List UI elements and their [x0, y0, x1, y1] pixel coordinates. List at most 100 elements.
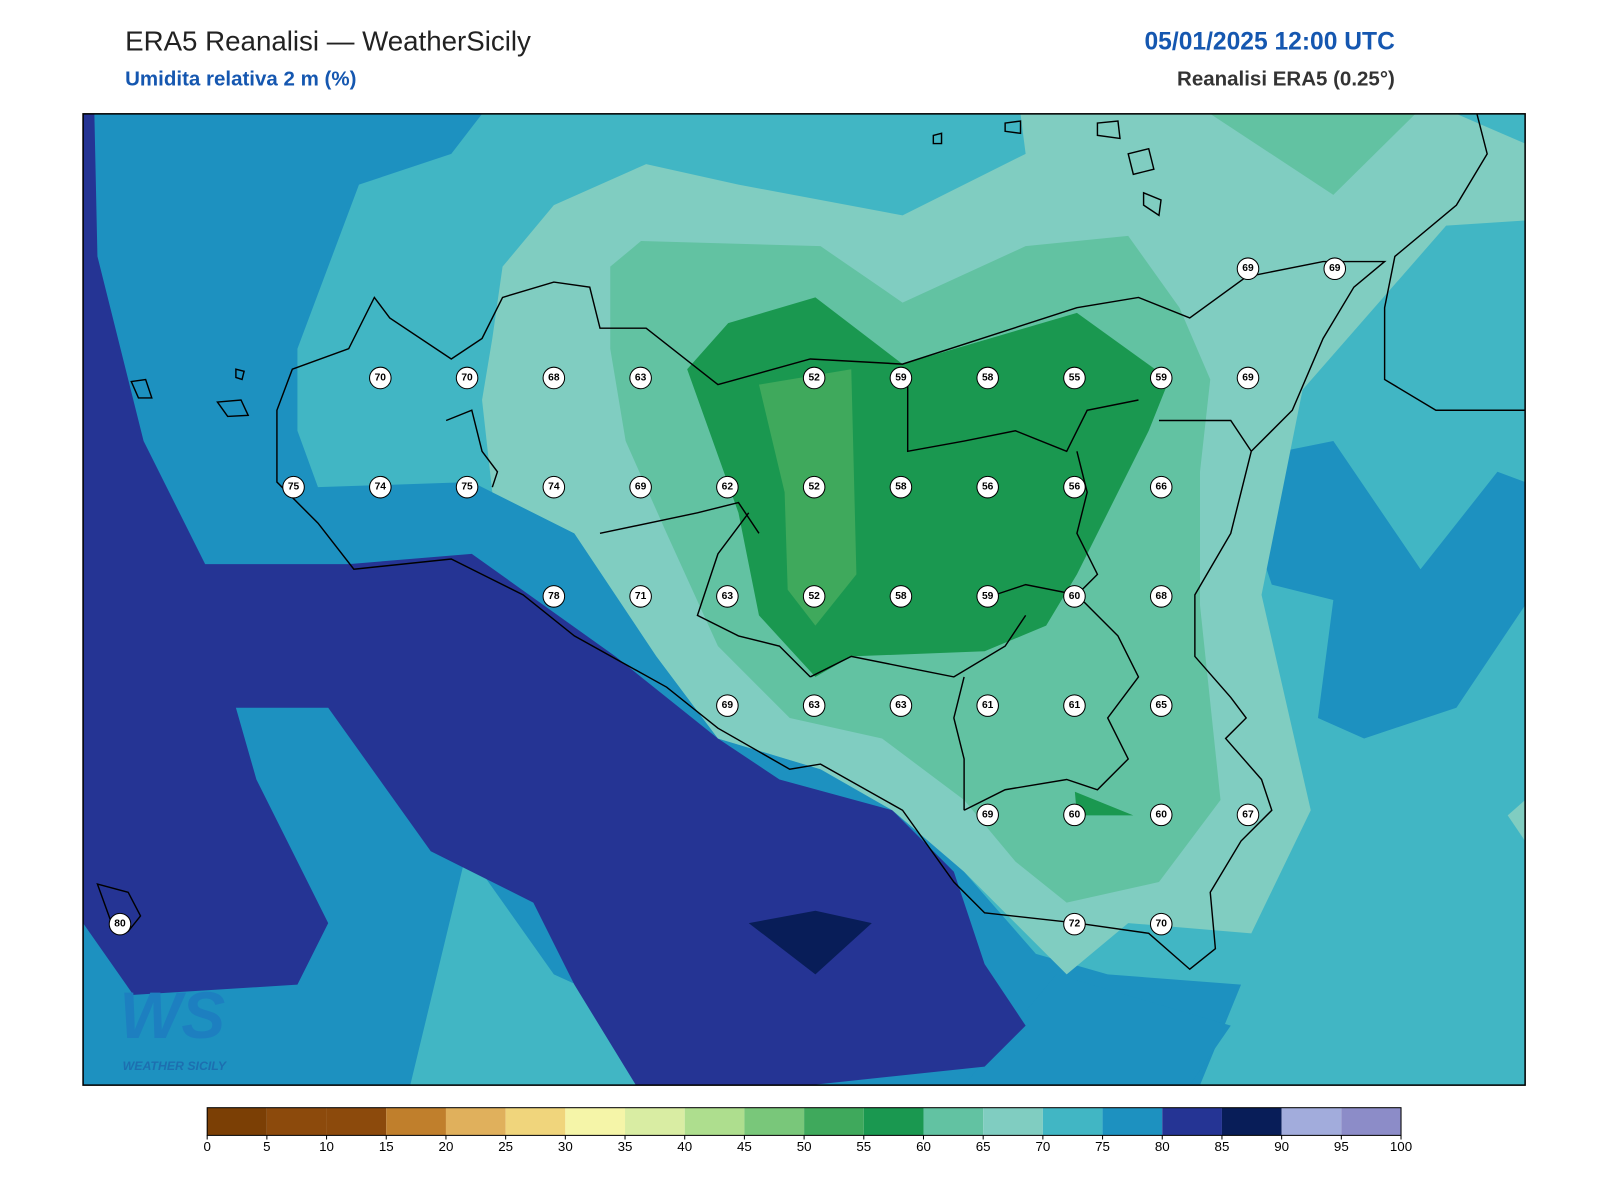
colorbar-segment — [684, 1107, 745, 1136]
station-value: 74 — [548, 482, 560, 493]
station-marker — [976, 694, 999, 717]
station-marker — [1063, 912, 1086, 936]
colorbar-tick-label: 95 — [1334, 1139, 1349, 1154]
station-value: 58 — [895, 482, 907, 493]
station-value: 70 — [461, 372, 473, 383]
logo-mark: WS — [119, 979, 225, 1052]
colorbar-tick-label: 20 — [439, 1139, 454, 1154]
datetime: 05/01/2025 12:00 UTC — [1144, 29, 1395, 56]
title: ERA5 Reanalisi — WeatherSicily — [125, 25, 531, 56]
station-marker — [716, 585, 739, 608]
colorbar-segment — [1102, 1107, 1163, 1136]
station-marker — [629, 475, 652, 499]
island — [96, 120, 1162, 933]
station-marker — [1149, 475, 1173, 499]
colorbar-tick-label: 45 — [737, 1139, 752, 1154]
colorbar-segment — [1281, 1107, 1342, 1136]
station-marker — [1063, 585, 1086, 608]
station-marker — [1063, 694, 1086, 717]
station-value: 60 — [1069, 809, 1081, 820]
colorbar-segment — [326, 1107, 387, 1136]
field — [758, 369, 857, 626]
colorbar-tick-label: 100 — [1390, 1139, 1412, 1154]
station-value: 56 — [1069, 482, 1081, 493]
colorbar-tick-label: 75 — [1095, 1139, 1110, 1154]
colorbar-segment — [445, 1107, 506, 1136]
station-value: 58 — [895, 591, 907, 602]
station-value: 59 — [1156, 372, 1168, 383]
station-marker — [1149, 803, 1173, 827]
source: Reanalisi ERA5 (0.25°) — [1177, 67, 1395, 90]
colorbar-segment — [983, 1107, 1043, 1136]
colorbar: 0 5 10 15 20 25 30 35 40 45 50 55 60 65 70 75 80 85 90 95 10… — [203, 1107, 1412, 1154]
station-value: 63 — [895, 700, 907, 711]
station-value: 72 — [1069, 919, 1081, 930]
colorbar-tick-label: 65 — [976, 1139, 991, 1154]
colorbar-tick-label: 70 — [1035, 1139, 1050, 1154]
station-marker — [889, 694, 913, 717]
station-marker — [542, 585, 566, 608]
colorbar-tick-label: 30 — [558, 1139, 573, 1154]
field — [83, 113, 1026, 1086]
station-value: 78 — [548, 591, 560, 602]
station-marker — [1063, 366, 1086, 390]
station-value: 70 — [1156, 919, 1168, 930]
station-marker — [1063, 475, 1086, 499]
field — [748, 910, 872, 975]
station-marker — [802, 475, 826, 499]
colorbar-tick-label: 25 — [498, 1139, 513, 1154]
station-marker — [1236, 803, 1260, 827]
colorbar-segment — [505, 1107, 566, 1136]
station-marker — [1236, 366, 1260, 390]
station-value: 60 — [1069, 591, 1081, 602]
station-value: 61 — [1069, 700, 1081, 711]
coastline — [276, 260, 1387, 971]
field — [1507, 800, 1526, 842]
colorbar-tick-label: 0 — [203, 1139, 210, 1154]
colorbar-segment — [744, 1107, 805, 1136]
station-value: 56 — [982, 482, 994, 493]
colorbar-segment — [1341, 1107, 1402, 1136]
station-marker — [369, 475, 392, 499]
colorbar-segment — [1162, 1107, 1222, 1136]
station-marker — [976, 803, 999, 827]
station-marker — [1149, 912, 1173, 936]
station-marker — [629, 366, 652, 390]
station-value: 59 — [982, 591, 994, 602]
station-value: 67 — [1242, 809, 1254, 820]
map-frame — [82, 113, 1526, 1086]
station-value: 75 — [461, 482, 473, 493]
colorbar-tick-label: 50 — [797, 1139, 812, 1154]
station-marker — [542, 475, 566, 499]
station-marker — [889, 585, 913, 608]
station-value: 71 — [635, 591, 647, 602]
station-marker — [716, 475, 739, 499]
station-marker — [455, 475, 479, 499]
station-marker — [629, 585, 652, 608]
stations: 69 69 70 70 68 63 52 59 58 55 59 69 75 74 75 74 69 62 52 58… — [108, 257, 1347, 936]
station-value: 55 — [1069, 372, 1081, 383]
logo-name: WEATHER SICILY — [123, 1059, 228, 1073]
station-marker — [802, 585, 826, 608]
coastline — [1383, 113, 1526, 411]
station-value: 69 — [982, 809, 994, 820]
station-value: 63 — [722, 591, 734, 602]
colorbar-segment — [1221, 1107, 1282, 1136]
station-marker — [455, 366, 479, 390]
station-value: 69 — [1329, 263, 1341, 274]
colorbar-tick-label: 60 — [916, 1139, 931, 1154]
station-marker — [1149, 366, 1173, 390]
station-marker — [716, 694, 739, 717]
field — [1210, 113, 1416, 195]
station-marker — [889, 366, 913, 390]
station-value: 58 — [982, 372, 994, 383]
province-border — [445, 369, 1252, 811]
station-value: 80 — [114, 919, 126, 930]
station-marker — [1149, 585, 1173, 608]
station-value: 52 — [808, 482, 820, 493]
station-value: 52 — [808, 372, 820, 383]
colorbar-segment — [1042, 1107, 1103, 1136]
station-marker — [1063, 803, 1086, 827]
